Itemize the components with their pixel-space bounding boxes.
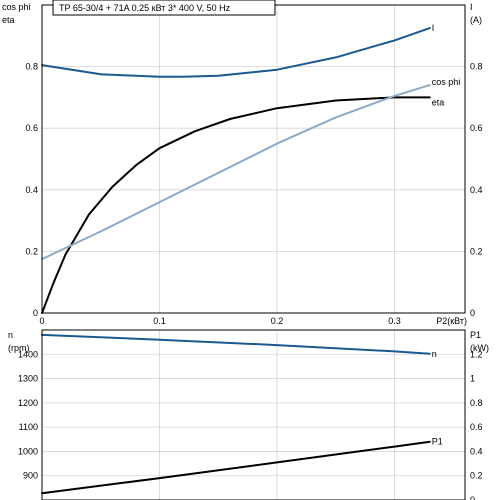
x-tick-label: 0 bbox=[39, 316, 44, 326]
bottom-series-p1 bbox=[41, 440, 431, 495]
top-series-label-eta: eta bbox=[432, 97, 445, 107]
bottom-series-label-p1: P1 bbox=[432, 437, 443, 447]
top-left-tick-label: 0.8 bbox=[25, 62, 38, 72]
chart-header: TP 65-30/4 + 71A 0.25 кВт 3* 400 V, 50 H… bbox=[59, 3, 231, 13]
bottom-left-tick-label: 1300 bbox=[18, 374, 38, 384]
bottom-right-axis-title: P1 bbox=[470, 330, 481, 340]
text-layer: 0 0.2 0.4 0.6 0.8 0 0.2 0.4 0.6 0.8 cos phi eta I (A)… bbox=[2, 2, 489, 500]
bottom-left-tick-label: 1000 bbox=[18, 446, 38, 456]
frame-layer bbox=[41, 4, 466, 500]
top-right-tick-label: 0 bbox=[470, 308, 475, 318]
bottom-left-axis-title: n bbox=[8, 330, 13, 340]
top-right-tick-label: 0.4 bbox=[470, 185, 483, 195]
bottom-left-tick-label: 900 bbox=[23, 471, 38, 481]
top-right-axis-title: (A) bbox=[470, 15, 482, 25]
top-right-tick-label: 0.8 bbox=[470, 62, 483, 72]
top-left-tick-label: 0.4 bbox=[25, 185, 38, 195]
x-tick-label: 0.3 bbox=[388, 316, 401, 326]
series-layer bbox=[41, 27, 431, 495]
top-left-tick-label: 0 bbox=[33, 308, 38, 318]
bottom-right-axis-title: (kW) bbox=[470, 343, 489, 353]
bottom-left-tick-label: 1400 bbox=[18, 349, 38, 359]
bottom-left-tick-label: 1100 bbox=[19, 422, 38, 432]
bottom-right-tick-label: 1.2 bbox=[470, 349, 483, 359]
bottom-plot-frame bbox=[41, 329, 466, 500]
x-axis-title: P2(кВт) bbox=[436, 316, 467, 326]
bottom-right-tick-label: 0.6 bbox=[470, 422, 483, 432]
top-series-cos-phi bbox=[41, 84, 431, 261]
bottom-series-n bbox=[41, 333, 431, 355]
top-right-axis-title: I bbox=[470, 2, 473, 12]
bottom-right-tick-label: 0.2 bbox=[470, 471, 483, 481]
x-tick-label: 0.1 bbox=[153, 316, 166, 326]
header-box bbox=[52, 0, 276, 16]
bottom-right-tick-label: 0 bbox=[470, 495, 475, 500]
top-right-tick-label: 0.2 bbox=[470, 246, 483, 256]
top-series-label-i: I bbox=[432, 23, 435, 33]
bottom-right-tick-label: 0.8 bbox=[470, 398, 483, 408]
bottom-right-tick-label: 0.4 bbox=[470, 446, 483, 456]
bottom-series-label-n: n bbox=[432, 349, 437, 359]
top-left-axis-title: eta bbox=[2, 15, 15, 25]
top-right-tick-label: 0.6 bbox=[470, 123, 483, 133]
top-left-tick-label: 0.6 bbox=[25, 123, 38, 133]
bottom-right-tick-label: 1 bbox=[470, 374, 475, 384]
bottom-left-axis-title: (rpm) bbox=[8, 343, 30, 353]
grid-layer bbox=[42, 5, 465, 500]
top-plot-frame bbox=[41, 4, 466, 314]
top-series-label-cos-phi: cos phi bbox=[432, 77, 461, 87]
top-left-tick-label: 0.2 bbox=[25, 246, 38, 256]
top-series-i bbox=[41, 27, 431, 78]
x-tick-label: 0.2 bbox=[271, 316, 284, 326]
top-left-axis-title: cos phi bbox=[2, 2, 31, 12]
bottom-left-tick-label: 1200 bbox=[18, 398, 38, 408]
top-series-eta bbox=[41, 96, 431, 314]
